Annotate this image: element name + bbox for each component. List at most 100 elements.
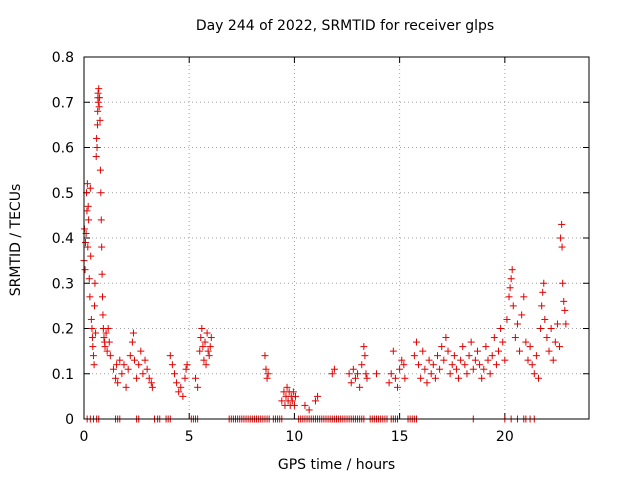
data-point — [419, 347, 427, 355]
data-point — [103, 347, 111, 355]
data-point — [400, 361, 408, 369]
data-point — [141, 356, 149, 364]
data-point — [507, 275, 515, 283]
data-point — [124, 365, 132, 373]
data-point — [417, 374, 425, 382]
data-point — [394, 383, 402, 391]
y-tick-label: 0.8 — [52, 50, 74, 66]
data-point — [505, 293, 513, 301]
data-point — [347, 379, 355, 387]
data-point — [179, 392, 187, 400]
data-point — [83, 207, 91, 215]
data-point — [499, 338, 507, 346]
y-tick-label: 0.7 — [52, 95, 74, 111]
x-tick-label: 10 — [286, 429, 304, 445]
data-point — [263, 374, 271, 382]
data-point — [205, 352, 213, 360]
data-point — [492, 361, 500, 369]
x-tick-label: 20 — [496, 429, 514, 445]
data-point — [96, 94, 104, 102]
data-point — [94, 107, 102, 115]
y-axis-label: SRMTID / TECUs — [8, 183, 24, 297]
data-point — [559, 279, 567, 287]
data-point — [556, 343, 564, 351]
data-point — [421, 365, 429, 373]
data-point — [137, 347, 145, 355]
data-point — [86, 184, 94, 192]
data-point — [530, 370, 538, 378]
data-point — [288, 397, 296, 405]
data-points — [80, 85, 570, 423]
data-point — [81, 239, 89, 247]
data-point — [200, 356, 208, 364]
data-point — [558, 220, 566, 228]
data-point — [118, 370, 126, 378]
data-point — [95, 103, 103, 111]
data-point — [91, 279, 99, 287]
data-point — [440, 356, 448, 364]
data-point — [182, 365, 190, 373]
data-point — [311, 397, 319, 405]
data-point — [202, 361, 210, 369]
data-point — [465, 352, 473, 360]
data-point — [168, 361, 176, 369]
data-point — [345, 370, 353, 378]
data-point — [301, 401, 309, 409]
data-point — [459, 343, 467, 351]
data-point — [83, 180, 91, 188]
data-point — [349, 365, 357, 373]
data-point — [526, 343, 534, 351]
data-point — [539, 288, 547, 296]
data-point — [87, 252, 95, 260]
data-point — [560, 297, 568, 305]
data-point — [362, 370, 370, 378]
data-point — [106, 352, 114, 360]
data-point — [358, 361, 366, 369]
data-point — [450, 352, 458, 360]
data-point — [363, 374, 371, 382]
data-point — [495, 347, 503, 355]
data-point — [509, 302, 517, 310]
data-point — [387, 370, 395, 378]
data-point — [196, 347, 204, 355]
data-point — [551, 338, 559, 346]
data-point — [89, 352, 97, 360]
data-point — [427, 370, 435, 378]
data-point — [170, 370, 178, 378]
data-point — [96, 116, 104, 124]
data-point — [436, 365, 444, 373]
data-point — [104, 325, 112, 332]
y-tick-label: 0.5 — [52, 186, 74, 202]
data-point — [278, 397, 286, 405]
data-point — [314, 392, 322, 400]
data-point — [372, 370, 380, 378]
data-point — [473, 347, 481, 355]
data-point — [537, 325, 545, 332]
data-point — [549, 356, 557, 364]
data-point — [112, 374, 120, 382]
data-point — [206, 343, 214, 351]
data-point — [547, 325, 555, 332]
data-point — [484, 356, 492, 364]
y-axis-ticks: 0 0.1 0.2 0.3 0.4 0.5 0.6 0.7 0.8 — [52, 50, 589, 428]
data-point — [97, 216, 105, 224]
data-point — [126, 352, 134, 360]
data-point — [81, 266, 89, 274]
data-point — [467, 338, 475, 346]
data-point — [116, 356, 124, 364]
data-point — [476, 361, 484, 369]
data-point — [541, 315, 549, 323]
data-point — [543, 334, 551, 342]
data-point — [129, 329, 137, 337]
data-point — [506, 284, 514, 292]
data-point — [88, 325, 96, 332]
data-point — [84, 243, 92, 251]
data-point — [415, 361, 423, 369]
data-point — [93, 134, 101, 142]
data-point — [114, 379, 122, 387]
y-tick-label: 0.3 — [52, 276, 74, 292]
data-point — [532, 352, 540, 360]
x-axis-label: GPS time / hours — [277, 457, 396, 473]
